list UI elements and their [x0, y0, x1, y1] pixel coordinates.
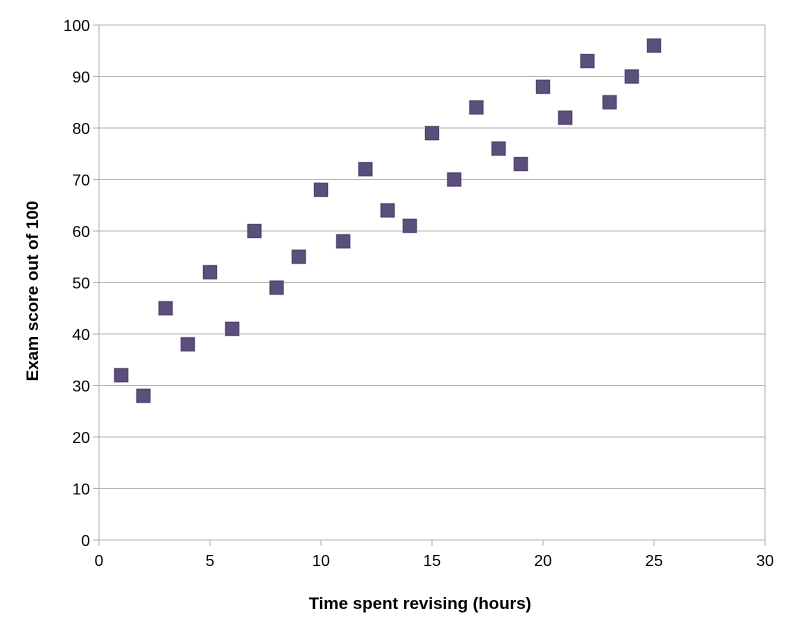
- data-point: [402, 218, 417, 233]
- y-axis-ticks: 0 10 20 30 40 50 60 70 80 90 100: [63, 18, 99, 550]
- data-point: [447, 172, 462, 187]
- data-point: [314, 182, 328, 197]
- y-tick-label: 90: [72, 70, 90, 87]
- x-axis-title: Time spent revising (hours): [309, 594, 532, 613]
- data-point: [203, 265, 217, 280]
- data-point: [269, 280, 284, 295]
- y-tick-label: 100: [63, 18, 90, 35]
- gridlines: [99, 24, 765, 541]
- data-point: [491, 141, 506, 156]
- x-tick-label: 5: [206, 553, 215, 570]
- y-tick-label: 60: [72, 224, 90, 241]
- y-tick-label: 30: [72, 379, 90, 396]
- data-point: [513, 157, 528, 172]
- data-point: [647, 38, 661, 53]
- data-point: [469, 100, 484, 115]
- data-point: [558, 110, 573, 125]
- data-point: [425, 126, 439, 141]
- data-point: [536, 79, 550, 94]
- x-tick-label: 30: [756, 553, 774, 570]
- y-tick-label: 10: [72, 482, 90, 499]
- x-axis-ticks: 0 5 10 15 20 25 30: [95, 540, 774, 570]
- data-points: [113, 38, 662, 404]
- data-point: [180, 337, 195, 352]
- data-point: [380, 203, 395, 218]
- y-tick-label: 50: [72, 276, 90, 293]
- x-tick-label: 20: [534, 553, 552, 570]
- data-point: [336, 234, 351, 249]
- data-point: [225, 321, 240, 336]
- data-point: [602, 95, 617, 110]
- y-tick-label: 80: [72, 121, 90, 138]
- x-tick-label: 15: [423, 553, 441, 570]
- x-tick-label: 0: [95, 553, 104, 570]
- data-point: [358, 162, 373, 177]
- y-axis-title: Exam score out of 100: [23, 201, 42, 381]
- y-tick-label: 70: [72, 173, 90, 190]
- x-tick-label: 10: [312, 553, 330, 570]
- y-tick-label: 40: [72, 327, 90, 344]
- y-tick-label: 20: [72, 430, 90, 447]
- data-point: [136, 388, 151, 403]
- y-tick-label: 0: [81, 533, 90, 550]
- x-tick-label: 25: [645, 553, 663, 570]
- data-point: [291, 249, 306, 264]
- data-point: [624, 69, 639, 84]
- data-point: [114, 368, 129, 383]
- data-point: [247, 224, 262, 238]
- data-point: [158, 301, 173, 316]
- data-point: [580, 54, 595, 69]
